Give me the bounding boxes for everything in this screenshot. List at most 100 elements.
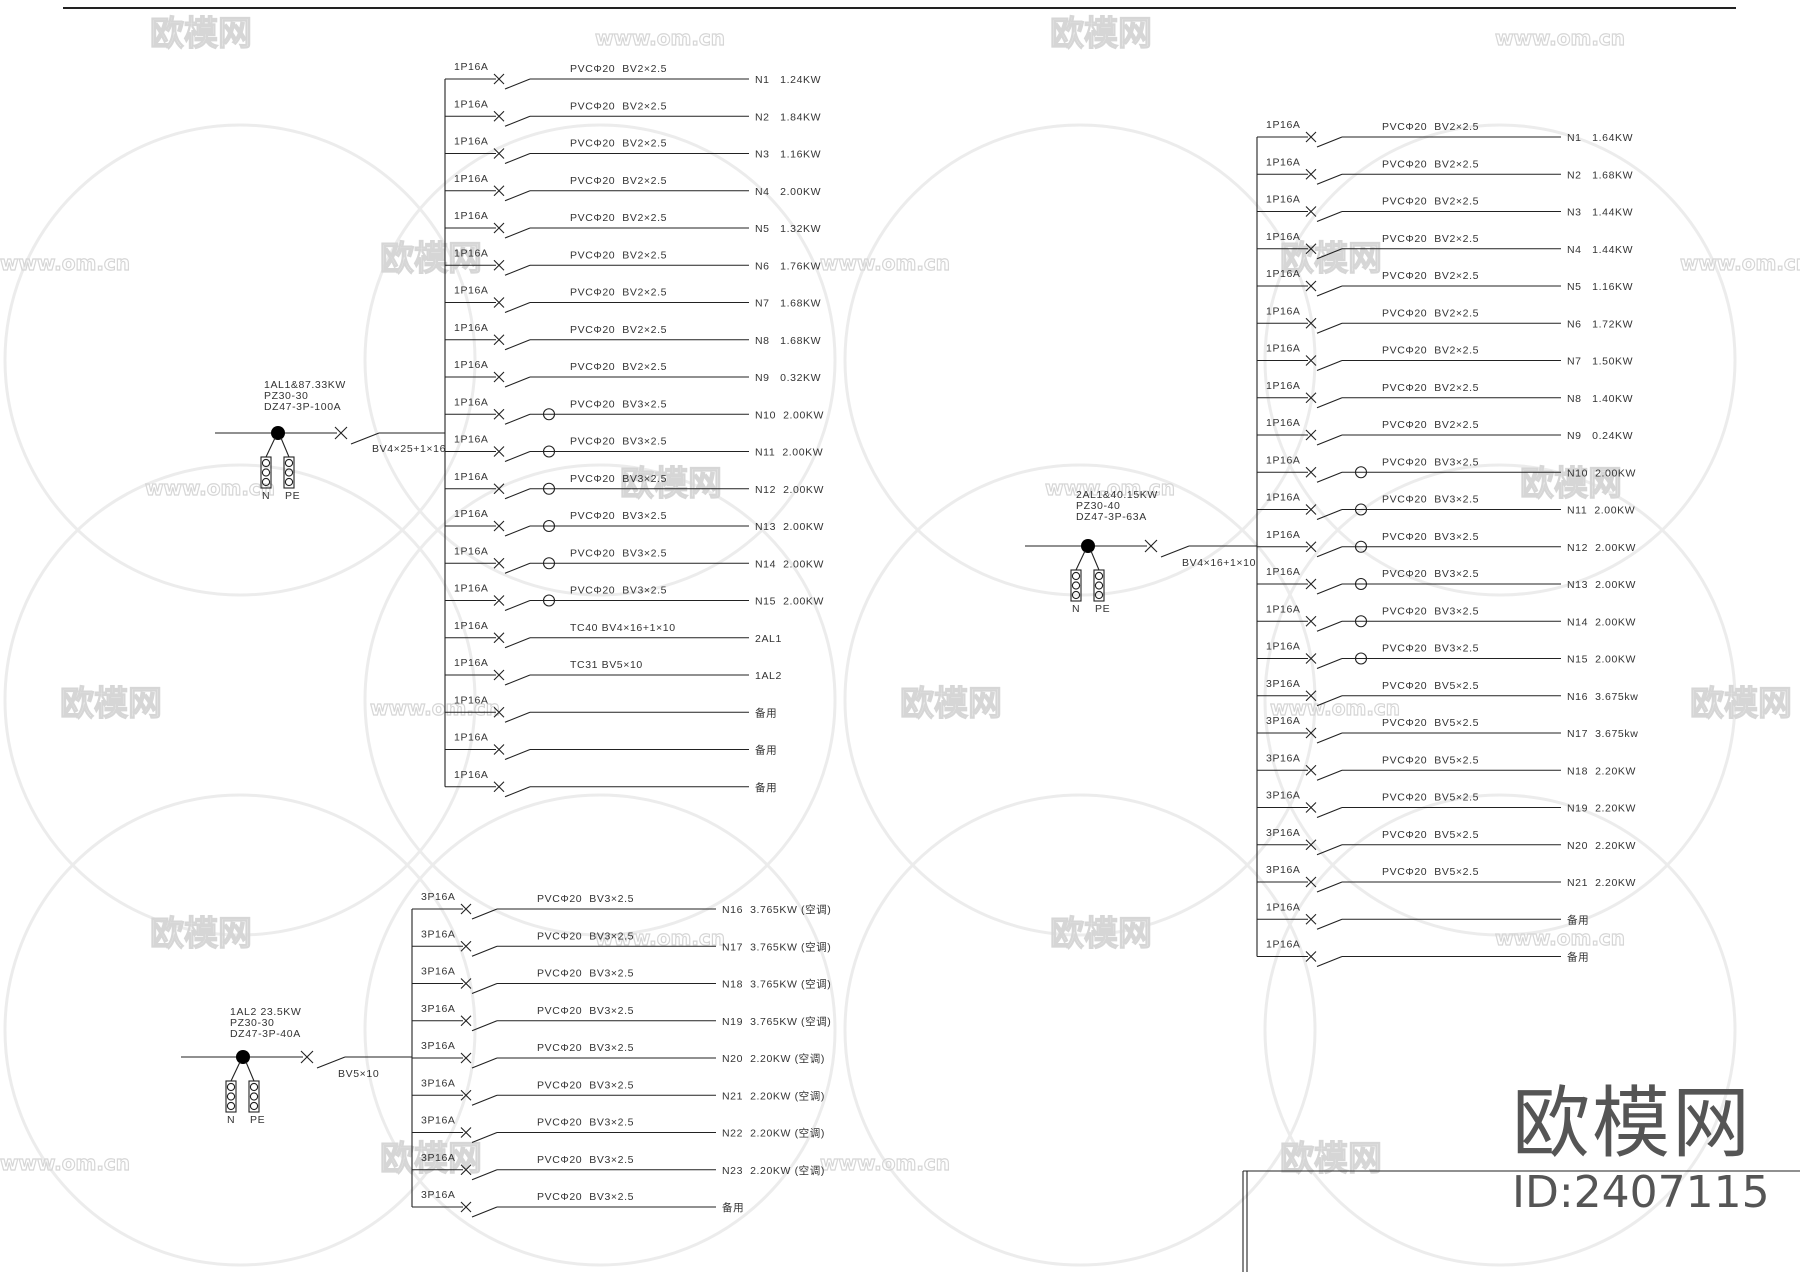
branch-circuit: 1P16A PVCΦ20 BV3×2.5 N10 2.00KW bbox=[1257, 454, 1635, 483]
cable-spec: PVCΦ20 BV3×2.5 bbox=[1382, 605, 1479, 617]
breaker-icon bbox=[460, 1015, 472, 1027]
switch-blade bbox=[1316, 508, 1343, 521]
watermark-site: www.om.cn bbox=[0, 1151, 130, 1175]
load-label: 备用 bbox=[1567, 951, 1589, 964]
watermark-logo: 欧模网 bbox=[1280, 1139, 1382, 1179]
junction-dot-icon bbox=[271, 426, 285, 440]
cable-spec: PVCΦ20 BV3×2.5 bbox=[537, 968, 634, 980]
terminal-label: PE bbox=[250, 1114, 265, 1126]
cable-spec: PVCΦ20 BV2×2.5 bbox=[570, 175, 667, 187]
breaker-icon bbox=[493, 446, 505, 457]
terminal-lead bbox=[265, 437, 276, 458]
cable-spec: PVCΦ20 BV3×2.5 bbox=[570, 547, 667, 559]
load-label: 备用 bbox=[1567, 913, 1589, 926]
breaker-rating: 1P16A bbox=[454, 136, 489, 148]
terminal-lead bbox=[245, 1061, 255, 1082]
branch-circuit: 1P16A PVCΦ20 BV2×2.5 N9 0.32KW bbox=[445, 359, 821, 388]
breaker-icon bbox=[1305, 615, 1317, 627]
cable-spec: PVCΦ20 BV2×2.5 bbox=[570, 63, 667, 75]
cable-spec: PVCΦ20 BV3×2.5 bbox=[570, 510, 667, 522]
breaker-rating: 1P16A bbox=[1266, 566, 1301, 578]
watermark-site: www.om.cn bbox=[145, 476, 275, 500]
panel-spec-label: PZ30-40 bbox=[1076, 500, 1120, 512]
breaker-icon bbox=[460, 940, 472, 952]
switch-blade bbox=[1316, 620, 1343, 632]
watermark-site: www.om.cn bbox=[1680, 251, 1800, 275]
branch-circuit: 3P16A PVCΦ20 BV5×2.5 N19 2.20KW bbox=[1257, 790, 1636, 819]
breaker-icon bbox=[493, 222, 505, 234]
cable-spec: PVCΦ20 BV3×2.5 bbox=[537, 1079, 634, 1091]
breaker-rating: 1P16A bbox=[1266, 119, 1301, 131]
switch-blade bbox=[471, 1169, 498, 1181]
switch-blade bbox=[1316, 173, 1343, 185]
branch-circuit: 3P16A PVCΦ20 BV3×2.5 备用 bbox=[412, 1189, 744, 1218]
switch-blade bbox=[504, 339, 531, 351]
breaker-rating: 3P16A bbox=[1266, 752, 1301, 764]
branch-circuit: 1P16A PVCΦ20 BV3×2.5 N13 2.00KW bbox=[445, 508, 824, 537]
load-label: N21 2.20KW bbox=[1567, 877, 1636, 889]
breaker-rating: 3P16A bbox=[421, 891, 456, 903]
switch-blade bbox=[504, 450, 531, 463]
branch-circuit: 1P16A PVCΦ20 BV2×2.5 N1 1.64KW bbox=[1257, 119, 1633, 148]
switch-blade bbox=[1316, 769, 1343, 781]
load-label: N7 1.68KW bbox=[755, 298, 821, 310]
breaker-rating: 3P16A bbox=[1266, 827, 1301, 839]
watermark-logo: 欧模网 bbox=[1280, 239, 1382, 279]
breaker-icon bbox=[460, 978, 472, 989]
watermark-arc bbox=[363, 463, 837, 937]
switch-blade bbox=[504, 78, 531, 90]
branch-circuit: 1P16A PVCΦ20 BV3×2.5 N11 2.00KW bbox=[445, 434, 823, 463]
breaker-rating: 1P16A bbox=[1266, 492, 1301, 504]
branch-circuit: 1P16A PVCΦ20 BV3×2.5 N12 2.00KW bbox=[445, 471, 823, 500]
breaker-rating: 1P16A bbox=[1266, 641, 1301, 653]
load-label: N19 2.20KW bbox=[1567, 803, 1636, 815]
breaker-icon bbox=[493, 706, 505, 718]
load-label: N7 1.50KW bbox=[1567, 356, 1633, 368]
terminal-lead bbox=[1075, 550, 1086, 571]
branch-circuit: 1P16A PVCΦ20 BV2×2.5 N9 0.24KW bbox=[1257, 417, 1633, 446]
terminal-lead bbox=[1090, 550, 1100, 571]
watermark-logo: 欧模网 bbox=[620, 464, 722, 504]
breaker-rating: 3P16A bbox=[421, 1115, 456, 1127]
earth-terminal-icon bbox=[248, 1080, 260, 1113]
main-switch-blade bbox=[350, 432, 380, 445]
switch-blade bbox=[504, 637, 531, 649]
load-label: N11 2.00KW bbox=[1567, 505, 1635, 517]
breaker-rating: 1P16A bbox=[454, 285, 489, 297]
branch-circuit: 1P16A PVCΦ20 BV3×2.5 N14 2.00KW bbox=[445, 545, 823, 574]
panel-spec-label: 1AL2 23.5KW bbox=[230, 1006, 301, 1018]
branch-circuit: 1P16A PVCΦ20 BV3×2.5 N13 2.00KW bbox=[1257, 566, 1635, 595]
breaker-rating: 1P16A bbox=[454, 247, 489, 259]
breaker-rating: 3P16A bbox=[421, 928, 456, 940]
load-label: N4 1.44KW bbox=[1567, 244, 1633, 256]
breaker-icon bbox=[1305, 802, 1317, 813]
switch-blade bbox=[1316, 806, 1343, 819]
load-label: N13 2.00KW bbox=[755, 521, 824, 533]
switch-blade bbox=[471, 908, 498, 920]
leakage-protector-icon bbox=[542, 408, 556, 421]
cable-spec: PVCΦ20 BV2×2.5 bbox=[1382, 158, 1479, 170]
panel-spec-label: 1AL1&87.33KW bbox=[264, 379, 346, 391]
breaker-rating: 1P16A bbox=[454, 471, 489, 483]
leakage-protector-icon bbox=[542, 445, 556, 458]
breaker-icon bbox=[493, 669, 505, 681]
breaker-icon bbox=[493, 557, 505, 569]
breaker-icon bbox=[493, 148, 505, 159]
breaker-icon bbox=[1305, 131, 1317, 143]
watermark-arc bbox=[843, 123, 1317, 597]
breaker-icon bbox=[460, 1164, 472, 1176]
switch-blade bbox=[1316, 583, 1343, 595]
switch-blade bbox=[471, 1131, 498, 1144]
load-label: N8 1.68KW bbox=[755, 335, 821, 347]
branch-circuit: 1P16A PVCΦ20 BV2×2.5 N8 1.40KW bbox=[1257, 380, 1633, 409]
watermark-logo: 欧模网 bbox=[900, 684, 1002, 724]
branch-circuit: 1P16A TC40 BV4×16+1×10 2AL1 bbox=[445, 620, 781, 649]
cable-spec: PVCΦ20 BV3×2.5 bbox=[1382, 568, 1479, 580]
cable-spec: PVCΦ20 BV2×2.5 bbox=[570, 287, 667, 299]
watermark-site: www.om.cn bbox=[370, 696, 500, 720]
load-label: N20 2.20KW bbox=[1567, 840, 1636, 852]
load-label: N15 2.00KW bbox=[755, 596, 824, 608]
cable-spec: PVCΦ20 BV2×2.5 bbox=[1382, 345, 1479, 357]
